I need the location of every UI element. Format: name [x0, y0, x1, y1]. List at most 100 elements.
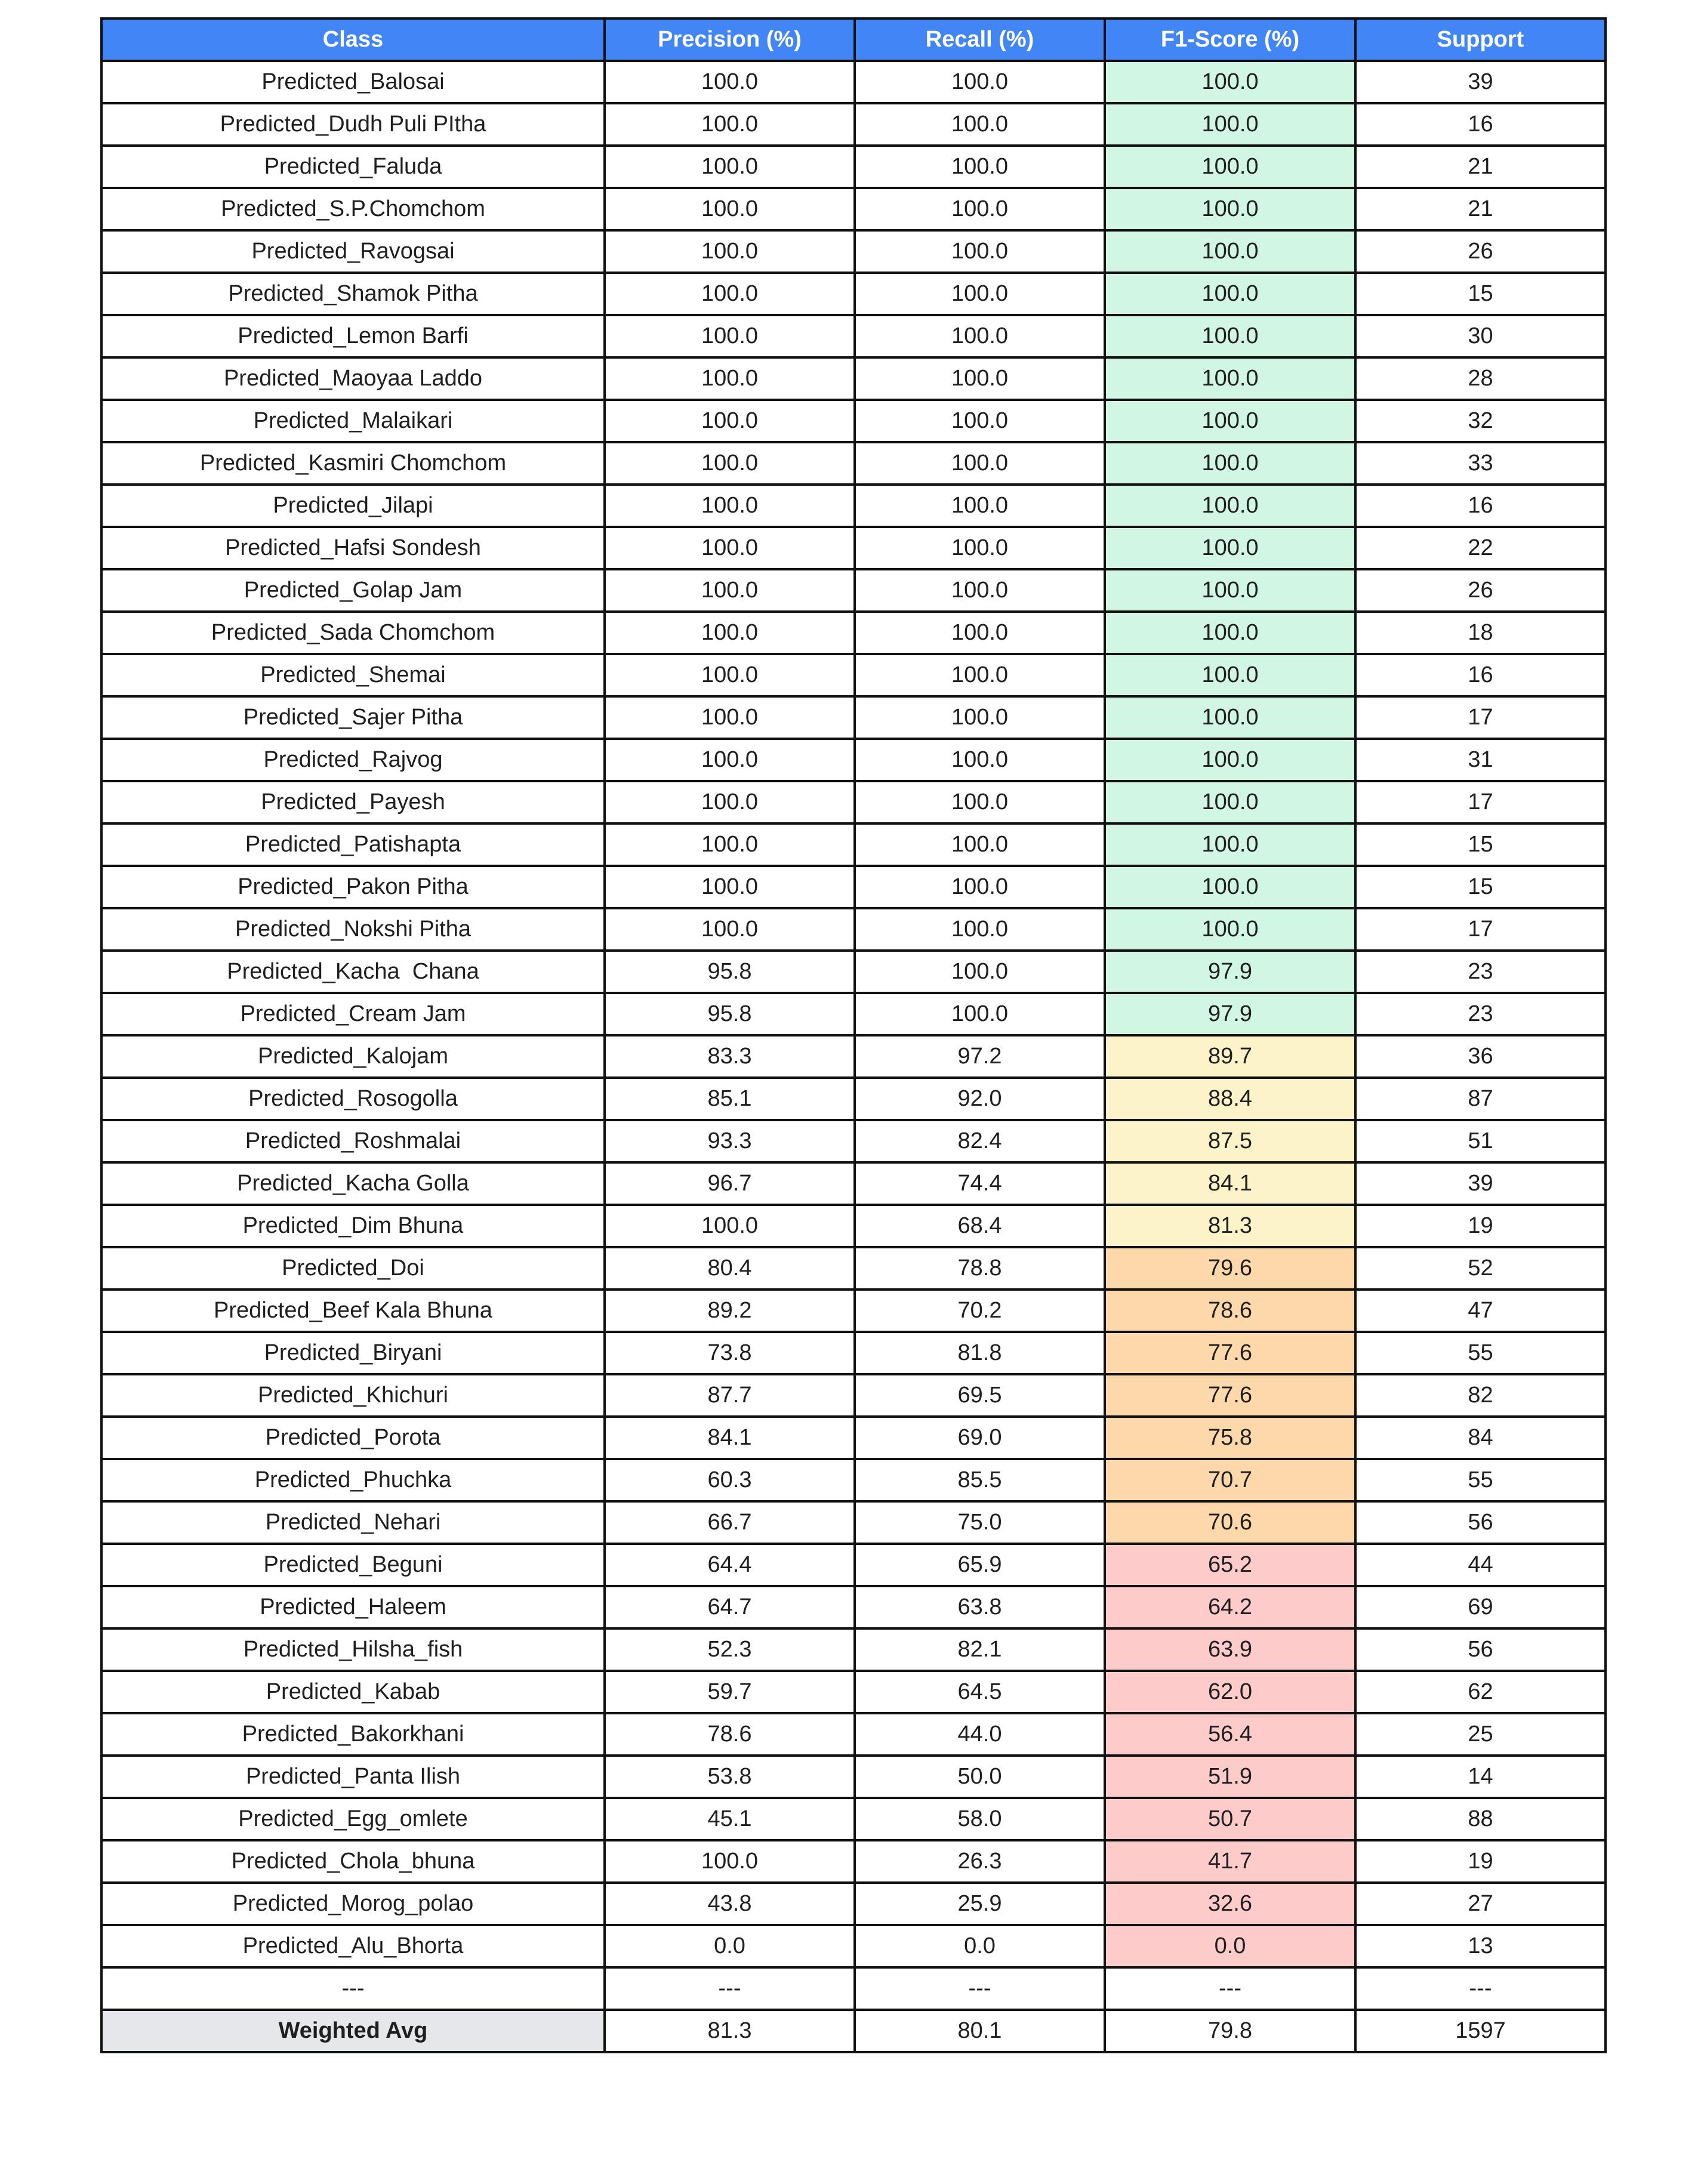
f1-score-cell: 32.6 — [1104, 1881, 1357, 1926]
recall-cell: 100.0 — [853, 314, 1106, 359]
precision-cell: 100.0 — [603, 483, 856, 528]
precision-cell: 100.0 — [603, 526, 856, 570]
f1-score-cell: 87.5 — [1104, 1119, 1357, 1164]
recall-cell: 100.0 — [853, 610, 1106, 655]
f1-score-cell: 70.7 — [1104, 1458, 1357, 1503]
class-cell: Predicted_Sada Chomchom — [100, 610, 606, 655]
precision-cell: 66.7 — [603, 1500, 856, 1545]
class-cell: Predicted_Rosogolla — [100, 1076, 606, 1121]
support-cell: 16 — [1354, 483, 1607, 528]
table-row: Predicted_Golap Jam 100.0 100.0 100.0 26 — [100, 568, 1607, 613]
class-cell: Predicted_Chola_bhuna — [100, 1839, 606, 1884]
f1-score-cell: 84.1 — [1104, 1161, 1357, 1206]
table-row: Predicted_Kabab 59.7 64.5 62.0 62 — [100, 1670, 1607, 1714]
class-cell: Predicted_Nokshi Pitha — [100, 907, 606, 952]
recall-cell: 85.5 — [853, 1458, 1106, 1503]
precision-cell: 60.3 — [603, 1458, 856, 1503]
precision-cell: 100.0 — [603, 144, 856, 189]
precision-cell: 53.8 — [603, 1754, 856, 1799]
recall-cell: 92.0 — [853, 1076, 1106, 1121]
table-row: Predicted_Shemai 100.0 100.0 100.0 16 — [100, 653, 1607, 698]
recall-cell: 50.0 — [853, 1754, 1106, 1799]
table-row: Predicted_Rosogolla 85.1 92.0 88.4 87 — [100, 1076, 1607, 1121]
recall-cell: 58.0 — [853, 1797, 1106, 1841]
class-cell: Predicted_Egg_omlete — [100, 1797, 606, 1841]
precision-cell: 100.0 — [603, 1204, 856, 1248]
table-row: Predicted_Rajvog 100.0 100.0 100.0 31 — [100, 738, 1607, 782]
table-row: Predicted_Hilsha_fish 52.3 82.1 63.9 56 — [100, 1627, 1607, 1672]
table-row: Predicted_Khichuri 87.7 69.5 77.6 82 — [100, 1373, 1607, 1418]
f1-score-cell: 100.0 — [1104, 907, 1357, 952]
table-row: Predicted_Lemon Barfi 100.0 100.0 100.0 30 — [100, 314, 1607, 359]
f1-score-cell: --- — [1104, 1966, 1357, 2011]
precision-cell: 100.0 — [603, 229, 856, 274]
support-cell: 26 — [1354, 568, 1607, 613]
precision-cell: 45.1 — [603, 1797, 856, 1841]
class-cell: Predicted_Shemai — [100, 653, 606, 698]
table-row: Predicted_Maoyaa Laddo 100.0 100.0 100.0 28 — [100, 356, 1607, 401]
header-recall: Recall (%) — [853, 17, 1106, 62]
recall-cell: 100.0 — [853, 144, 1106, 189]
recall-cell: 68.4 — [853, 1204, 1106, 1248]
table-header: Class Precision (%) Recall (%) F1-Score … — [100, 17, 1607, 62]
class-cell: Predicted_Morog_polao — [100, 1881, 606, 1926]
class-cell: Predicted_Kalojam — [100, 1034, 606, 1079]
support-cell: --- — [1354, 1966, 1607, 2011]
recall-cell: 69.5 — [853, 1373, 1106, 1418]
precision-cell: 100.0 — [603, 441, 856, 486]
recall-cell: 100.0 — [853, 272, 1106, 316]
recall-cell: 100.0 — [853, 822, 1106, 867]
f1-score-cell: 100.0 — [1104, 695, 1357, 740]
class-cell: Predicted_Alu_Bhorta — [100, 1924, 606, 1969]
f1-score-cell: 100.0 — [1104, 610, 1357, 655]
f1-score-cell: 100.0 — [1104, 568, 1357, 613]
f1-score-cell: 100.0 — [1104, 441, 1357, 486]
recall-cell: 100.0 — [853, 695, 1106, 740]
support-cell: 47 — [1354, 1288, 1607, 1333]
class-cell: Predicted_Biryani — [100, 1331, 606, 1375]
table-row: Predicted_Faluda 100.0 100.0 100.0 21 — [100, 144, 1607, 189]
class-cell: Predicted_Pakon Pitha — [100, 865, 606, 909]
support-cell: 15 — [1354, 272, 1607, 316]
recall-cell: 63.8 — [853, 1585, 1106, 1630]
precision-cell: 52.3 — [603, 1627, 856, 1672]
support-cell: 52 — [1354, 1246, 1607, 1291]
recall-cell: 75.0 — [853, 1500, 1106, 1545]
f1-score-cell: 100.0 — [1104, 483, 1357, 528]
support-cell: 21 — [1354, 144, 1607, 189]
class-cell: Predicted_Porota — [100, 1415, 606, 1460]
f1-score-cell: 56.4 — [1104, 1712, 1357, 1757]
support-cell: 56 — [1354, 1500, 1607, 1545]
support-cell: 13 — [1354, 1924, 1607, 1969]
precision-cell: 80.4 — [603, 1246, 856, 1291]
support-cell: 27 — [1354, 1881, 1607, 1926]
recall-cell: 64.5 — [853, 1670, 1106, 1714]
f1-score-cell: 41.7 — [1104, 1839, 1357, 1884]
class-cell: Predicted_Roshmalai — [100, 1119, 606, 1164]
class-cell: Predicted_Beguni — [100, 1543, 606, 1587]
recall-cell: 100.0 — [853, 60, 1106, 104]
f1-score-cell: 97.9 — [1104, 992, 1357, 1037]
table-row: Predicted_Kacha Golla 96.7 74.4 84.1 39 — [100, 1161, 1607, 1206]
recall-cell: 100.0 — [853, 865, 1106, 909]
f1-score-cell: 77.6 — [1104, 1331, 1357, 1375]
class-cell: Predicted_Haleem — [100, 1585, 606, 1630]
support-cell: 19 — [1354, 1839, 1607, 1884]
precision-cell: 100.0 — [603, 780, 856, 825]
header-precision: Precision (%) — [603, 17, 856, 62]
f1-score-cell: 100.0 — [1104, 738, 1357, 782]
class-cell: Predicted_Kabab — [100, 1670, 606, 1714]
class-cell: Predicted_Dudh Puli PItha — [100, 102, 606, 147]
f1-score-cell: 88.4 — [1104, 1076, 1357, 1121]
f1-score-cell: 100.0 — [1104, 399, 1357, 443]
class-cell: Predicted_Beef Kala Bhuna — [100, 1288, 606, 1333]
precision-cell: 64.4 — [603, 1543, 856, 1587]
class-cell: Predicted_Dim Bhuna — [100, 1204, 606, 1248]
recall-cell: 100.0 — [853, 568, 1106, 613]
f1-score-cell: 100.0 — [1104, 356, 1357, 401]
class-cell: Predicted_Malaikari — [100, 399, 606, 443]
precision-cell: 100.0 — [603, 822, 856, 867]
f1-score-cell: 89.7 — [1104, 1034, 1357, 1079]
class-cell: Predicted_Balosai — [100, 60, 606, 104]
precision-cell: 84.1 — [603, 1415, 856, 1460]
